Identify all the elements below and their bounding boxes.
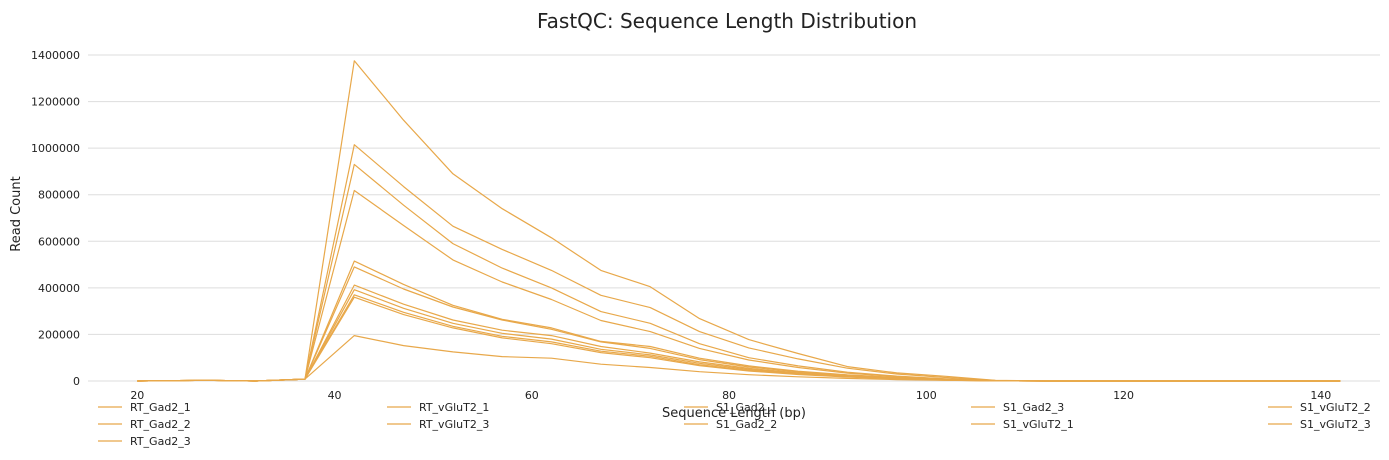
- legend-item[interactable]: RT_Gad2_3: [98, 435, 191, 448]
- y-axis-label: Read Count: [9, 176, 24, 251]
- series-line-RT_Gad2_1: [137, 60, 1341, 382]
- x-tick-label: 40: [328, 389, 342, 402]
- y-tick-label: 0: [73, 375, 80, 388]
- legend-label: S1_vGluT2_3: [1300, 418, 1371, 431]
- legend-label: RT_Gad2_3: [130, 435, 191, 448]
- x-tick-label: 20: [130, 389, 144, 402]
- legend-label: RT_Gad2_1: [130, 401, 191, 414]
- chart-title: FastQC: Sequence Length Distribution: [537, 9, 917, 33]
- y-tick-label: 200000: [38, 328, 80, 341]
- y-tick-label: 400000: [38, 282, 80, 295]
- grid-lines: [88, 54, 1380, 382]
- legend-label: S1_Gad2_1: [716, 401, 777, 414]
- legend-item[interactable]: S1_vGluT2_1: [971, 418, 1074, 431]
- legend-label: RT_Gad2_2: [130, 418, 191, 431]
- legend-item[interactable]: S1_vGluT2_3: [1268, 418, 1371, 431]
- legend-item[interactable]: RT_Gad2_2: [98, 418, 191, 431]
- legend-item[interactable]: RT_vGluT2_1: [387, 401, 489, 414]
- legend-item[interactable]: RT_Gad2_1: [98, 401, 191, 414]
- legend-label: S1_Gad2_2: [716, 418, 777, 431]
- y-tick-label: 1400000: [31, 49, 80, 62]
- series-line-RT_vGluT2_1: [137, 189, 1341, 382]
- y-tick-label: 600000: [38, 235, 80, 248]
- legend-label: S1_vGluT2_1: [1003, 418, 1074, 431]
- series-lines: [137, 60, 1341, 382]
- legend-label: S1_Gad2_3: [1003, 401, 1064, 414]
- legend-item[interactable]: S1_Gad2_1: [684, 401, 777, 414]
- legend-item[interactable]: S1_vGluT2_2: [1268, 401, 1371, 414]
- x-tick-label: 120: [1113, 389, 1134, 402]
- legend: RT_Gad2_1 RT_Gad2_2 RT_Gad2_3 RT_vGluT2_1 RT…: [98, 401, 1371, 448]
- x-tick-label: 60: [525, 389, 539, 402]
- x-tick-label: 140: [1310, 389, 1331, 402]
- legend-label: RT_vGluT2_3: [419, 418, 489, 431]
- legend-label: RT_vGluT2_1: [419, 401, 489, 414]
- y-tick-label: 1000000: [31, 142, 80, 155]
- legend-label: S1_vGluT2_2: [1300, 401, 1371, 414]
- legend-item[interactable]: RT_vGluT2_3: [387, 418, 489, 431]
- x-axis-label: Sequence Length (bp): [662, 406, 806, 421]
- x-axis-ticks: 20 40 60 80 100 120 140: [130, 389, 1331, 402]
- series-line-S1_vGluT2_3: [137, 335, 1341, 382]
- y-tick-label: 1200000: [31, 96, 80, 109]
- legend-item[interactable]: S1_Gad2_3: [971, 401, 1064, 414]
- x-tick-label: 80: [722, 389, 736, 402]
- y-tick-label: 800000: [38, 189, 80, 202]
- x-tick-label: 100: [916, 389, 937, 402]
- y-axis-ticks: 0 200000 400000 600000 800000 1000000 1200000 1…: [31, 49, 80, 388]
- legend-item[interactable]: S1_Gad2_2: [684, 418, 777, 431]
- series-line-RT_Gad2_2: [137, 144, 1341, 382]
